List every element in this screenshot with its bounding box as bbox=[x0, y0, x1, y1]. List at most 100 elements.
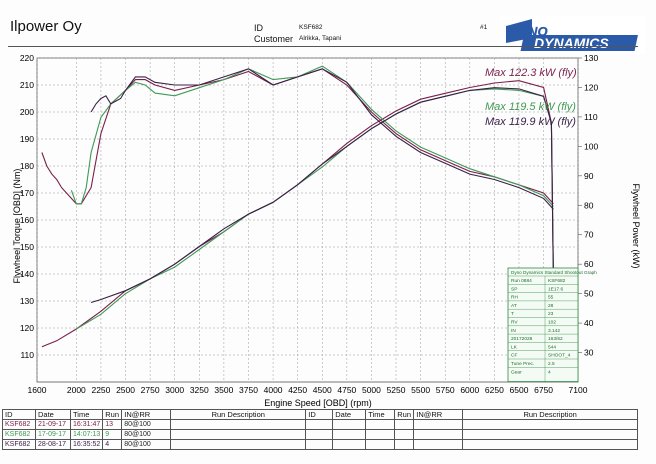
run-table-header: ID Date Time Run IN@RR Run Description I… bbox=[2, 409, 638, 420]
y-right-tick-label: 40 bbox=[584, 318, 594, 328]
col-run-description: Run Description bbox=[170, 409, 307, 420]
y-axis-right-label: Flywheel Power (kW) bbox=[631, 183, 641, 268]
y-right-tick-label: 80 bbox=[584, 200, 594, 210]
row2-id: KSF682 bbox=[2, 429, 36, 440]
y-left-tick-label: 220 bbox=[20, 53, 34, 63]
y-right-tick-label: 90 bbox=[584, 171, 594, 181]
x-tick-label: 5500 bbox=[411, 385, 430, 395]
power-line-run2 bbox=[76, 88, 554, 330]
torque-line-run1 bbox=[41, 68, 554, 205]
y-left-tick-label: 190 bbox=[20, 134, 34, 144]
logo-text-bottom: DYNAMICS bbox=[534, 35, 609, 51]
info-box-value: 28 bbox=[548, 303, 554, 309]
row2-time: 14:07:13 bbox=[69, 429, 104, 440]
y-right-tick-label: 130 bbox=[584, 53, 598, 63]
row1-run: 13 bbox=[102, 419, 123, 430]
info-box-frame bbox=[507, 267, 579, 382]
torque-line-run2 bbox=[70, 65, 554, 207]
id-label: ID bbox=[254, 23, 263, 33]
y-left-tick-label: 150 bbox=[20, 242, 34, 252]
customer-label: Customer bbox=[254, 34, 294, 44]
max-power-labels: Max 122.3 kW (fly) Max 119.5 kW (fly) Ma… bbox=[485, 67, 577, 128]
shootout-info-box: Dyno Dynamics Standard Shootout Graph Run… bbox=[507, 267, 597, 382]
info-box-key: IN bbox=[511, 328, 516, 334]
info-box-key: CF bbox=[511, 353, 517, 359]
x-tick-label: 5750 bbox=[436, 385, 455, 395]
max-power-run1: Max 122.3 kW (fly) bbox=[485, 67, 577, 79]
x-tick-label: 7100 bbox=[569, 385, 588, 395]
col-run-description-2: Run Description bbox=[462, 409, 638, 420]
run-hash: #1 bbox=[480, 24, 488, 31]
col-id: ID bbox=[2, 409, 36, 420]
row3-time: 16:35:52 bbox=[69, 439, 104, 450]
x-tick-label: 4000 bbox=[264, 385, 283, 395]
y-left-tick-label: 130 bbox=[20, 296, 34, 306]
col-inrr: IN@RR bbox=[121, 409, 172, 420]
x-tick-label: 1600 bbox=[28, 385, 47, 395]
x-tick-label: 5250 bbox=[387, 385, 406, 395]
info-box-value: 1E17.6 bbox=[548, 286, 564, 292]
x-tick-label: 3500 bbox=[214, 385, 233, 395]
y-left-tick-label: 210 bbox=[20, 80, 34, 90]
x-axis-label: Engine Speed [OBD] (rpm) bbox=[264, 398, 372, 408]
col-date-2: Date bbox=[332, 409, 367, 420]
x-tick-label: 5000 bbox=[362, 385, 381, 395]
col-time-2: Time bbox=[365, 409, 396, 420]
info-box-key: T bbox=[511, 311, 514, 317]
info-box-value: 23 bbox=[548, 311, 554, 317]
y-left-tick-label: 120 bbox=[20, 323, 34, 333]
y-left-tick-label: 170 bbox=[20, 188, 34, 198]
col-run-2: Run bbox=[394, 409, 415, 420]
x-tick-label: 3750 bbox=[239, 385, 258, 395]
x-tick-label: 6000 bbox=[460, 385, 479, 395]
info-box-key: AT bbox=[511, 303, 517, 309]
chart-grid bbox=[36, 57, 579, 383]
info-box-value: 2.5 bbox=[548, 361, 555, 367]
col-date: Date bbox=[35, 409, 71, 420]
info-box-value: 3.142 bbox=[548, 328, 560, 334]
y-right-tick-label: 50 bbox=[584, 289, 594, 299]
row2-date: 17-09-17 bbox=[35, 429, 71, 440]
info-box-key: RV bbox=[511, 320, 518, 326]
col-run: Run bbox=[102, 409, 123, 420]
x-tick-label: 6250 bbox=[485, 385, 504, 395]
max-power-run3: Max 119.9 kW (fly) bbox=[485, 116, 576, 128]
row1-time: 16:31:47 bbox=[69, 419, 104, 430]
y-right-tick-label: 30 bbox=[584, 348, 594, 358]
y-right-tick-label: 120 bbox=[584, 82, 598, 92]
id-value: KSF682 bbox=[299, 24, 323, 31]
info-box-key: Gear bbox=[511, 369, 522, 375]
row2-run: 9 bbox=[102, 429, 123, 440]
company-name: Ilpower Oy bbox=[10, 18, 82, 35]
customer-value: Alrikka, Tapani bbox=[299, 35, 342, 42]
y-axis-left-label: Flywheel Torque [OBD] (Nm) bbox=[12, 169, 22, 284]
row3-id: KSF682 bbox=[2, 439, 36, 450]
info-box-value: 4 bbox=[548, 369, 551, 375]
col-inrr-2: IN@RR bbox=[413, 409, 464, 420]
info-box-key: Run 0884 bbox=[511, 278, 532, 284]
y-left-tick-label: 200 bbox=[20, 107, 34, 117]
y-left-tick-label: 180 bbox=[20, 161, 34, 171]
x-tick-label: 3000 bbox=[165, 385, 184, 395]
x-tick-label: 6500 bbox=[510, 385, 529, 395]
row3-inrr: 80@100 bbox=[121, 439, 172, 450]
dyno-dynamics-logo: DYNO DYNAMICS bbox=[500, 16, 645, 54]
info-box-value: 55 bbox=[548, 295, 554, 301]
table-row: KSF682 21-09-17 16:31:47 13 80@100 bbox=[2, 419, 638, 430]
x-tick-label: 2500 bbox=[116, 385, 135, 395]
info-box-key: Tune Prec. bbox=[511, 361, 534, 367]
x-tick-label: 6750 bbox=[534, 385, 553, 395]
info-box-key: 20172028 bbox=[511, 336, 533, 342]
dyno-chart: 1600 2000 2250 2500 2750 3000 3250 3500 3750 4000… bbox=[12, 53, 641, 408]
row1-inrr: 80@100 bbox=[121, 419, 172, 430]
chart-series bbox=[41, 65, 554, 348]
info-box-key: LK bbox=[511, 344, 518, 350]
info-box-value: 102 bbox=[548, 320, 556, 326]
col-id-2: ID bbox=[305, 409, 334, 420]
run-table: ID Date Time Run IN@RR Run Description I… bbox=[2, 409, 638, 450]
row3-run: 4 bbox=[102, 439, 123, 450]
x-tick-label: 2750 bbox=[141, 385, 160, 395]
col-time: Time bbox=[69, 409, 104, 420]
y-right-tick-label: 110 bbox=[584, 112, 598, 122]
